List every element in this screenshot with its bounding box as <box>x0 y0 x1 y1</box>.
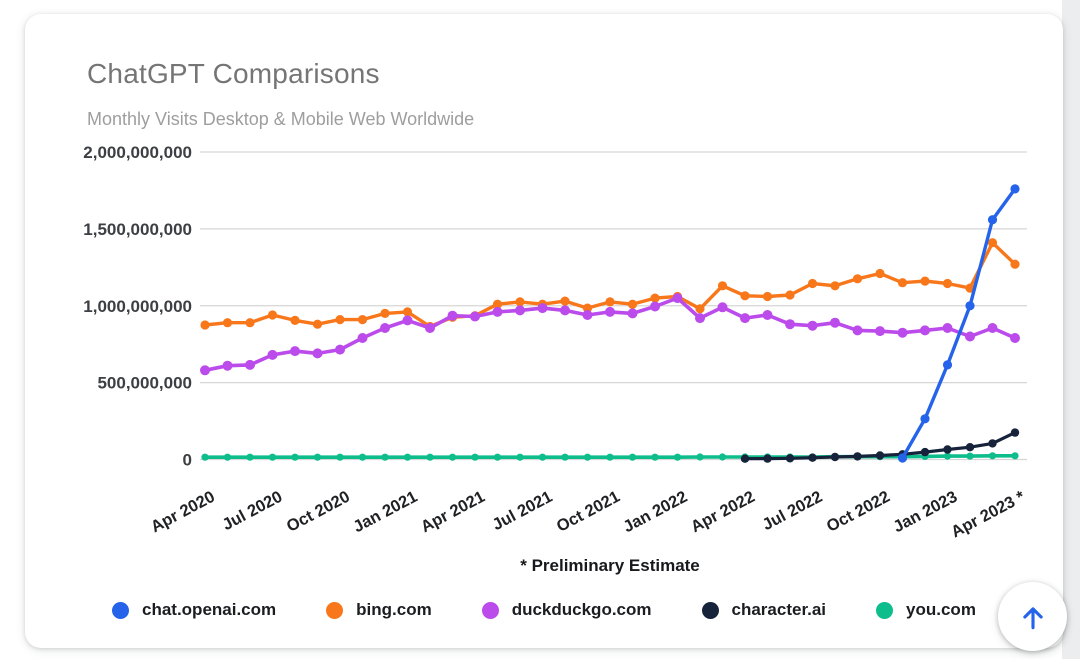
svg-text:Apr 2023 *: Apr 2023 * <box>948 487 1028 541</box>
legend-dot-icon <box>326 601 344 619</box>
line-chart: 0 500,000,000 1,000,000,000 1,500,000,000 2,… <box>83 143 1028 541</box>
svg-text:Apr 2020: Apr 2020 <box>148 488 218 537</box>
legend-item-chat-openai-com: chat.openai.com <box>112 600 276 620</box>
up-arrow-icon <box>1018 602 1048 632</box>
legend-dot-icon <box>701 601 719 619</box>
legend-item-bing-com: bing.com <box>326 600 432 620</box>
legend-label: duckduckgo.com <box>511 600 652 619</box>
svg-text:Jul 2022: Jul 2022 <box>759 488 825 534</box>
svg-text:Apr 2022: Apr 2022 <box>688 488 758 537</box>
legend-label: chat.openai.com <box>142 600 277 619</box>
scroll-to-top-button[interactable] <box>998 582 1067 651</box>
legend-dot-icon <box>481 601 499 619</box>
legend-dot-icon <box>112 601 129 619</box>
svg-text:Jan 2021: Jan 2021 <box>350 488 420 537</box>
legend-label: character.ai <box>731 600 827 619</box>
chart-legend: chat.openai.com bing.com duckduckgo.com cha… <box>0 594 1080 626</box>
chart-title: ChatGPT Comparisons <box>87 58 380 89</box>
svg-text:1,500,000,000: 1,500,000,000 <box>83 220 192 239</box>
legend-label: you.com <box>906 600 976 619</box>
svg-text:Jul 2021: Jul 2021 <box>489 488 555 534</box>
svg-text:Jul 2020: Jul 2020 <box>219 488 285 534</box>
svg-text:0: 0 <box>183 451 192 470</box>
legend-item-duckduckgo-com: duckduckgo.com <box>481 600 652 620</box>
svg-text:1,000,000,000: 1,000,000,000 <box>83 297 192 316</box>
svg-text:Oct 2021: Oct 2021 <box>554 488 623 536</box>
svg-text:Jan 2022: Jan 2022 <box>620 488 690 537</box>
svg-text:500,000,000: 500,000,000 <box>97 374 192 393</box>
svg-text:Apr 2021: Apr 2021 <box>418 488 488 537</box>
legend-item-you-com: you.com <box>876 600 976 620</box>
legend-label: bing.com <box>356 600 432 619</box>
chart-subtitle: Monthly Visits Desktop & Mobile Web Worl… <box>87 109 475 129</box>
svg-text:2,000,000,000: 2,000,000,000 <box>83 143 192 162</box>
legend-item-character-ai: character.ai <box>701 600 827 620</box>
legend-dot-icon <box>876 601 894 619</box>
svg-text:Oct 2020: Oct 2020 <box>284 488 353 536</box>
svg-text:Oct 2022: Oct 2022 <box>824 488 893 536</box>
chart-footnote: * Preliminary Estimate <box>520 556 700 575</box>
